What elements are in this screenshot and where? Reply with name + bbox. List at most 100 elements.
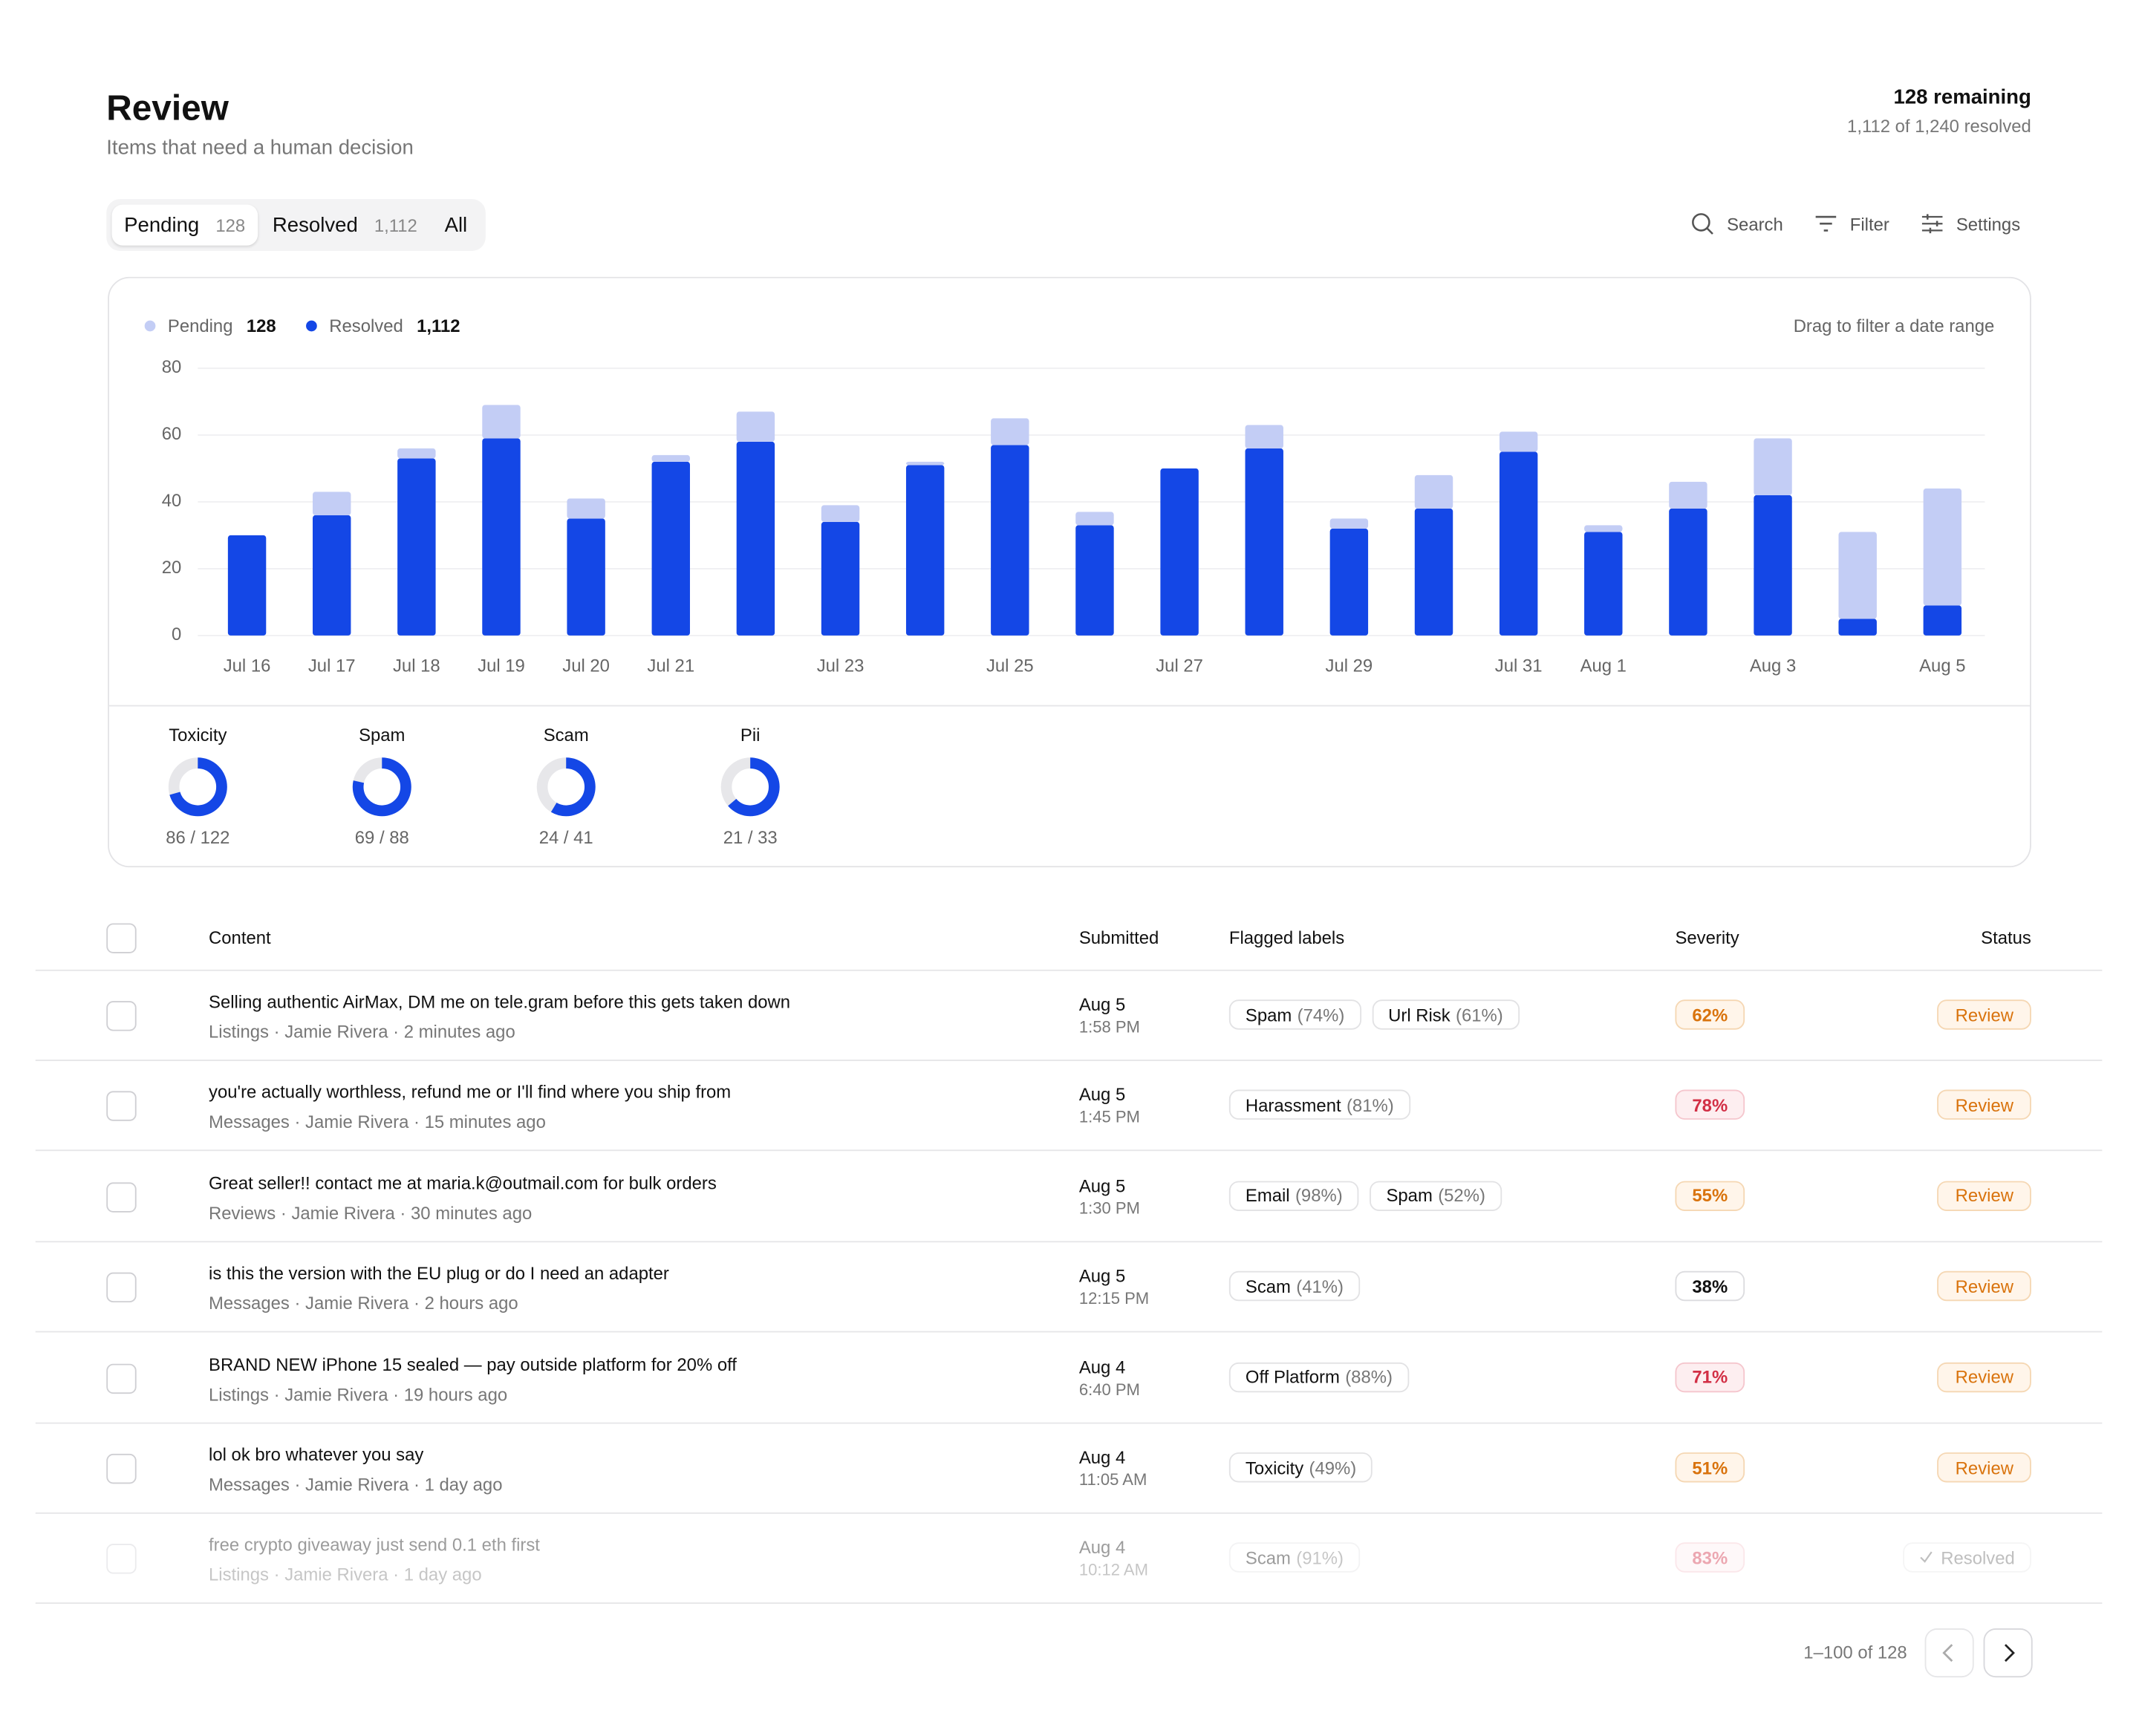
row-checkbox[interactable] (106, 1453, 137, 1484)
donut-title: Toxicity (169, 725, 227, 745)
select-all-checkbox[interactable] (106, 923, 137, 953)
bar (1584, 525, 1623, 532)
toolbar-icon (1921, 214, 1943, 234)
row-checkbox[interactable] (106, 1182, 137, 1213)
bar (482, 438, 521, 636)
row-divider (35, 1602, 2103, 1605)
bar (736, 411, 775, 442)
label-name: Spam (1386, 1185, 1433, 1207)
x-tick-label: Jul 25 (986, 656, 1034, 676)
severity-pill: 55% (1675, 1181, 1745, 1211)
toolbar-button[interactable]: Filter (1813, 212, 1889, 238)
severity-pill: 62% (1675, 999, 1745, 1030)
column-header: Flagged labels (1228, 927, 1345, 948)
donut-title: Spam (359, 725, 405, 745)
pagination-range: 1–100 of 128 (1803, 1642, 1907, 1662)
donut-arc (352, 757, 411, 817)
donut-arc (720, 757, 780, 817)
donut-title: Scam (544, 725, 589, 745)
status-pill[interactable]: Review (1937, 1452, 2031, 1483)
bar (397, 448, 436, 459)
row-checkbox[interactable] (106, 1091, 137, 1122)
severity-pill: 71% (1675, 1362, 1745, 1392)
bar (482, 405, 521, 439)
submitted-date: Aug 5 (1078, 1175, 1126, 1196)
donut-arc (168, 757, 227, 817)
submitted-time: 11:05 AM (1078, 1469, 1147, 1489)
content-meta: Listings · Jamie Rivera · 2 minutes ago (209, 1021, 515, 1042)
bar (651, 454, 690, 462)
toolbar-label: Settings (1956, 214, 2021, 235)
label-score: (49%) (1309, 1457, 1357, 1478)
bar (1754, 438, 1792, 495)
severity-pill: 83% (1675, 1543, 1745, 1573)
bar (821, 521, 860, 636)
bar (1923, 488, 1962, 606)
legend-label: Resolved (329, 316, 403, 336)
chart-hint: Drag to filter a date range (1794, 316, 1995, 336)
bar (227, 535, 267, 636)
flagged-labels: Off Platform (88%) (1228, 1362, 1409, 1392)
prev-page-button[interactable] (1924, 1628, 1974, 1678)
content-text: lol ok bro whatever you say (209, 1444, 424, 1465)
row-divider (35, 1150, 2103, 1152)
bar (1075, 512, 1114, 526)
severity-pill: 78% (1675, 1090, 1745, 1120)
x-tick-label: Aug 5 (1919, 656, 1965, 676)
label-pill: Spam (74%) (1228, 999, 1361, 1030)
submitted-date: Aug 5 (1078, 1084, 1126, 1106)
header-divider (35, 969, 2103, 971)
table-row: lol ok bro whatever you say Messages · Ja… (0, 1423, 2139, 1513)
table-row: BRAND NEW iPhone 15 sealed — pay outside… (0, 1332, 2139, 1422)
table-row: Great seller!! contact me at maria.k@out… (0, 1151, 2139, 1241)
submitted-time: 1:58 PM (1078, 1017, 1140, 1037)
toolbar: Search Filter Settings (1690, 212, 2020, 238)
label-pill: Harassment (81%) (1228, 1090, 1410, 1120)
bar (567, 498, 605, 519)
label-name: Scam (1245, 1547, 1291, 1569)
x-tick-label: Jul 21 (647, 656, 694, 676)
table-row: is this the version with the EU plug or … (0, 1241, 2139, 1331)
remaining-count: 128 remaining (1893, 85, 2031, 109)
y-tick-label: 40 (162, 491, 182, 511)
label-pill: Email (98%) (1228, 1181, 1359, 1211)
submitted-time: 1:30 PM (1078, 1198, 1140, 1218)
submitted-date: Aug 5 (1078, 993, 1126, 1015)
submitted-time: 12:15 PM (1078, 1289, 1150, 1308)
bar (1669, 508, 1707, 636)
status-pill[interactable]: Review (1937, 1090, 2031, 1120)
y-tick-label: 20 (162, 558, 182, 578)
bar (1329, 528, 1369, 636)
flagged-labels: Email (98%) Spam (52%) (1228, 1181, 1502, 1211)
tab[interactable]: Resolved 1,112 (260, 205, 429, 246)
toolbar-button[interactable]: Settings (1919, 212, 2020, 238)
next-page-button[interactable] (1983, 1628, 2033, 1678)
status-pill[interactable]: Review (1937, 1362, 2031, 1392)
bar (905, 465, 945, 636)
label-pill: Url Risk (61%) (1372, 999, 1520, 1030)
x-tick-label: Jul 27 (1156, 656, 1203, 676)
status-pill[interactable]: Review (1937, 999, 2031, 1030)
row-checkbox[interactable] (106, 1272, 137, 1303)
x-tick-label: Jul 29 (1326, 656, 1373, 676)
toolbar-button[interactable]: Search (1690, 212, 1783, 238)
row-divider (35, 1331, 2103, 1333)
row-checkbox[interactable] (106, 1363, 137, 1394)
label-pill: Off Platform (88%) (1228, 1362, 1409, 1392)
flagged-labels: Scam (41%) (1228, 1271, 1361, 1302)
label-score: (52%) (1438, 1185, 1485, 1207)
x-tick-label: Jul 19 (478, 656, 525, 676)
tab[interactable]: Pending 128 (111, 204, 258, 246)
row-checkbox[interactable] (106, 1001, 137, 1031)
status-pill[interactable]: Review (1937, 1181, 2031, 1211)
toolbar-label: Filter (1849, 214, 1889, 235)
bar (312, 492, 351, 515)
status-pill[interactable]: Review (1937, 1271, 2031, 1302)
row-checkbox[interactable] (106, 1544, 137, 1575)
tab[interactable]: All (432, 205, 480, 246)
tab-label: Pending (124, 213, 200, 237)
chevron-left-icon (1942, 1644, 1953, 1662)
tab-label: Resolved (272, 213, 358, 237)
label-score: (41%) (1296, 1276, 1344, 1297)
